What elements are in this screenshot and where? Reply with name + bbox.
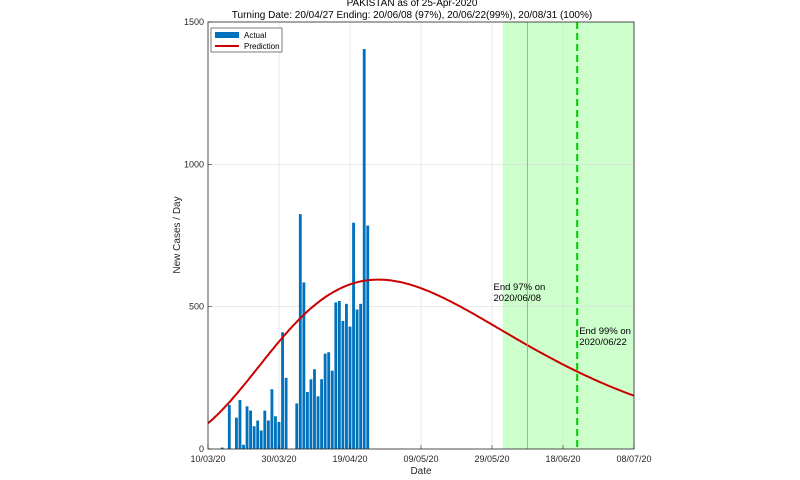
actual-bar <box>309 379 313 449</box>
annotation-text: End 99% on <box>579 326 631 337</box>
actual-bar <box>327 352 331 449</box>
actual-bar <box>316 396 320 449</box>
actual-bar <box>337 300 341 449</box>
y-axis: 0 500 1000 1500 <box>184 17 212 454</box>
legend-actual-swatch <box>215 32 239 38</box>
legend-actual-label: Actual <box>244 31 266 40</box>
chart-subtitle: Turning Date: 20/04/27 Ending: 20/06/08 … <box>232 10 592 21</box>
legend: Actual Prediction <box>210 27 283 53</box>
actual-bar <box>295 403 299 449</box>
x-axis: 10/03/20 30/03/20 19/04/20 09/05/20 29/05/20… <box>190 445 652 464</box>
actual-bar <box>270 389 274 449</box>
legend-prediction-label: Prediction <box>244 42 280 51</box>
actual-bar <box>355 309 359 449</box>
x-tick-label: 09/05/20 <box>403 454 438 464</box>
actual-bar <box>330 370 334 449</box>
actual-bar <box>313 369 316 449</box>
actual-bars <box>220 49 370 449</box>
actual-bar <box>352 222 355 449</box>
actual-bar <box>245 406 249 449</box>
actual-bar <box>252 426 256 449</box>
annotation-text: 2020/06/22 <box>579 337 627 348</box>
ending-region <box>502 22 634 449</box>
actual-bar <box>323 353 327 449</box>
y-tick-label: 1000 <box>184 159 204 169</box>
actual-bar <box>238 400 242 449</box>
x-tick-label: 29/05/20 <box>474 454 509 464</box>
actual-bar <box>277 421 281 449</box>
y-tick-label: 1500 <box>184 17 204 27</box>
actual-bar <box>366 225 370 449</box>
actual-bar <box>249 410 253 449</box>
chart-title: PAKISTAN as of 25-Apr-2020 <box>347 0 478 9</box>
annotation-text: End 97% on <box>494 282 546 293</box>
actual-bar <box>345 303 348 449</box>
y-tick-label: 500 <box>189 302 204 312</box>
actual-bar <box>266 420 270 449</box>
x-tick-label: 18/06/20 <box>545 454 580 464</box>
ending-region-group <box>502 22 634 449</box>
actual-bar <box>320 379 324 449</box>
x-tick-label: 08/07/20 <box>616 454 651 464</box>
actual-bar <box>242 444 245 449</box>
x-tick-label: 10/03/20 <box>190 454 225 464</box>
annotation-text: 2020/06/08 <box>494 293 542 304</box>
actual-bar <box>341 320 345 449</box>
actual-bar <box>284 377 288 449</box>
actual-bar <box>305 392 309 449</box>
actual-bar <box>256 420 260 449</box>
actual-bar <box>359 303 363 449</box>
y-tick-label: 0 <box>199 444 204 454</box>
actual-bar <box>234 417 238 449</box>
actual-bar <box>302 282 306 449</box>
actual-bar <box>259 430 263 449</box>
actual-bar <box>348 326 352 449</box>
actual-bar <box>298 214 302 449</box>
x-tick-label: 19/04/20 <box>332 454 367 464</box>
actual-bar <box>227 404 231 449</box>
actual-bar <box>274 416 277 449</box>
x-axis-label: Date <box>410 466 432 477</box>
actual-bar <box>220 447 224 449</box>
actual-bar <box>334 302 338 449</box>
prediction-line <box>207 278 635 425</box>
x-tick-label: 30/03/20 <box>261 454 296 464</box>
actual-bar <box>281 332 284 449</box>
actual-bar <box>362 49 366 449</box>
y-axis-label: New Cases / Day <box>172 196 183 273</box>
actual-bar <box>263 410 267 449</box>
